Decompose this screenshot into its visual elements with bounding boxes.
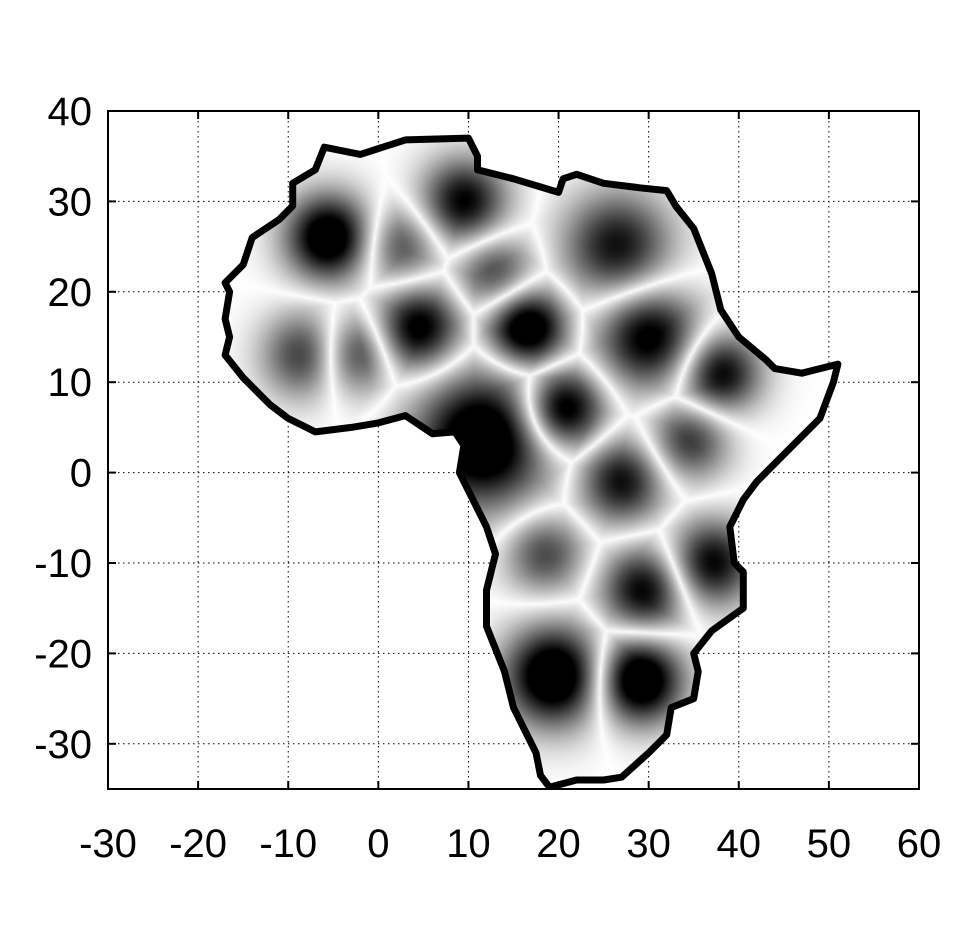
y-tick-label: 0 xyxy=(70,452,92,496)
x-tick-label: 0 xyxy=(367,822,389,866)
y-tick-label: 20 xyxy=(48,271,93,315)
y-tick-label: -10 xyxy=(34,542,92,586)
africa-coastline xyxy=(221,134,842,789)
x-tick-label: 50 xyxy=(807,822,852,866)
x-tick-label: -10 xyxy=(259,822,317,866)
tick-marks xyxy=(107,110,920,789)
y-tick-label: -30 xyxy=(34,723,92,767)
x-tick-label: 40 xyxy=(717,822,762,866)
axes-frame xyxy=(107,110,920,790)
y-tick-label: 10 xyxy=(48,361,93,405)
x-tick-label: 20 xyxy=(536,822,581,866)
x-tick-label: 60 xyxy=(897,822,942,866)
y-tick-label: 30 xyxy=(48,180,93,224)
y-tick-label: -20 xyxy=(34,632,92,676)
x-tick-label: -20 xyxy=(169,822,227,866)
x-tick-label: -30 xyxy=(79,822,137,866)
x-tick-label: 30 xyxy=(626,822,671,866)
x-axis-tick-labels: -30 -20 -10 0 10 20 30 40 50 60 xyxy=(79,822,941,866)
x-tick-label: 10 xyxy=(446,822,491,866)
y-axis-tick-labels: -30 -20 -10 0 10 20 30 40 xyxy=(34,90,92,767)
y-tick-label: 40 xyxy=(48,90,93,134)
